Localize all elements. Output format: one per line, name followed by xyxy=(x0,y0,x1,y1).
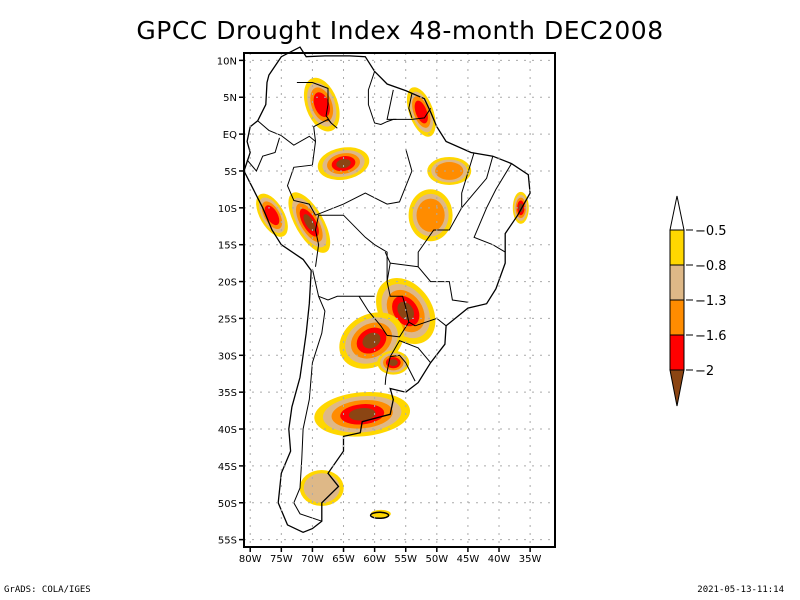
lat-tick-label: 5S xyxy=(224,167,237,178)
colorbar-band xyxy=(669,334,685,371)
lat-tick-label: 55S xyxy=(218,536,237,547)
drought-region-band xyxy=(362,332,381,349)
map-title: GPCC Drought Index 48-month DEC2008 xyxy=(136,16,664,45)
country-border xyxy=(315,148,413,216)
lat-tick-label: 45S xyxy=(218,462,237,473)
lat-tick-label: 10S xyxy=(218,204,237,215)
colorbar-legend: −0.5 −0.8 −1.3 −1.6 −2 xyxy=(669,195,727,407)
drought-region-band xyxy=(518,203,524,213)
lat-tick-label: 20S xyxy=(218,278,237,289)
country-border xyxy=(384,251,416,327)
footer-credit: GrADS: COLA/IGES xyxy=(4,585,91,595)
country-border xyxy=(293,268,326,522)
colorbar-label: −1.6 xyxy=(695,329,727,344)
country-border xyxy=(246,137,280,172)
drought-region-band xyxy=(388,359,398,367)
colorbar-label: −2 xyxy=(695,364,714,379)
drought-region-band xyxy=(303,473,340,503)
country-border xyxy=(280,135,316,146)
drought-region-band xyxy=(416,198,445,232)
country-border xyxy=(314,214,388,282)
lon-tick-label: 75W xyxy=(270,554,293,565)
country-border xyxy=(389,339,431,364)
lat-tick-label: EQ xyxy=(223,130,237,141)
longitude-axis: 80W 75W 70W 65W 60W 55W 50W 45W 40W 35W xyxy=(239,547,542,565)
lon-tick-label: 35W xyxy=(519,554,542,565)
colorbar-label: −0.8 xyxy=(695,259,727,274)
lon-tick-label: 70W xyxy=(301,554,324,565)
latitude-axis: 10N 5N EQ 5S 10S 15S 20S 25S 30S 35S 40S 45S 50S 55S xyxy=(217,56,244,547)
lon-tick-label: 80W xyxy=(239,554,262,565)
drought-region-band xyxy=(348,408,376,421)
colorbar-label: −1.3 xyxy=(695,294,727,309)
country-border xyxy=(461,156,494,209)
drought-region-band xyxy=(313,92,330,117)
country-border xyxy=(386,89,397,120)
footer-timestamp: 2021-05-13-11:14 xyxy=(697,585,784,595)
lat-tick-label: 50S xyxy=(218,499,237,510)
lat-tick-label: 35S xyxy=(218,388,237,399)
country-border xyxy=(257,120,282,137)
country-border xyxy=(358,296,410,338)
country-border xyxy=(384,354,416,385)
drought-region-band xyxy=(336,159,351,169)
drought-region-band xyxy=(397,301,415,321)
country-border xyxy=(296,82,332,124)
colorbar-band xyxy=(669,264,685,301)
lon-tick-label: 60W xyxy=(363,554,386,565)
lon-tick-label: 65W xyxy=(332,554,355,565)
lat-tick-label: 25S xyxy=(218,314,237,325)
lon-tick-label: 45W xyxy=(457,554,480,565)
lon-tick-label: 55W xyxy=(394,554,417,565)
colorbar-arrow-bottom xyxy=(669,369,685,407)
lon-tick-label: 50W xyxy=(426,554,449,565)
country-border xyxy=(318,295,375,301)
country-border xyxy=(408,93,413,119)
colorbar-band xyxy=(669,299,685,336)
south-america-coastline xyxy=(243,46,531,534)
lat-tick-label: 40S xyxy=(218,425,237,436)
colorbar-band xyxy=(669,229,685,266)
country-border xyxy=(390,262,419,268)
falkland-islands xyxy=(369,511,390,520)
country-border xyxy=(417,152,475,303)
drought-region-band xyxy=(303,214,316,232)
lat-tick-label: 5N xyxy=(223,93,237,104)
country-border xyxy=(367,71,432,126)
lat-tick-label: 15S xyxy=(218,241,237,252)
drought-region-band xyxy=(264,205,280,226)
map-frame xyxy=(243,52,556,548)
colorbar-arrow-top xyxy=(669,195,685,231)
country-border xyxy=(473,163,512,253)
lon-tick-label: 40W xyxy=(488,554,511,565)
lat-tick-label: 10N xyxy=(217,56,237,67)
colorbar-label: −0.5 xyxy=(695,224,727,239)
lat-tick-label: 30S xyxy=(218,351,237,362)
drought-regions xyxy=(256,77,529,518)
drought-region-band xyxy=(435,162,464,180)
